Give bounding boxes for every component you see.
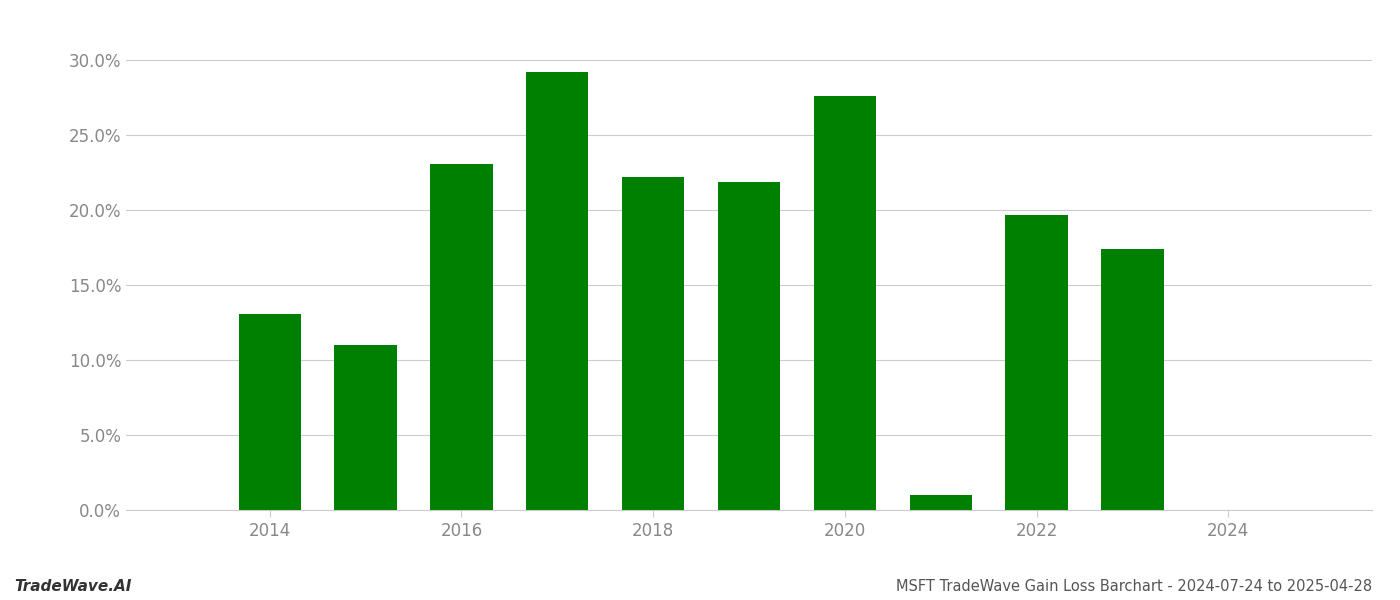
Bar <box>1102 249 1163 510</box>
Bar <box>622 177 685 510</box>
Text: TradeWave.AI: TradeWave.AI <box>14 579 132 594</box>
Bar <box>238 313 301 510</box>
Text: MSFT TradeWave Gain Loss Barchart - 2024-07-24 to 2025-04-28: MSFT TradeWave Gain Loss Barchart - 2024… <box>896 579 1372 594</box>
Bar <box>1005 214 1068 510</box>
Bar <box>430 163 493 510</box>
Bar <box>910 495 972 510</box>
Bar <box>718 181 780 510</box>
Bar <box>526 72 588 510</box>
Bar <box>335 345 396 510</box>
Bar <box>813 96 876 510</box>
